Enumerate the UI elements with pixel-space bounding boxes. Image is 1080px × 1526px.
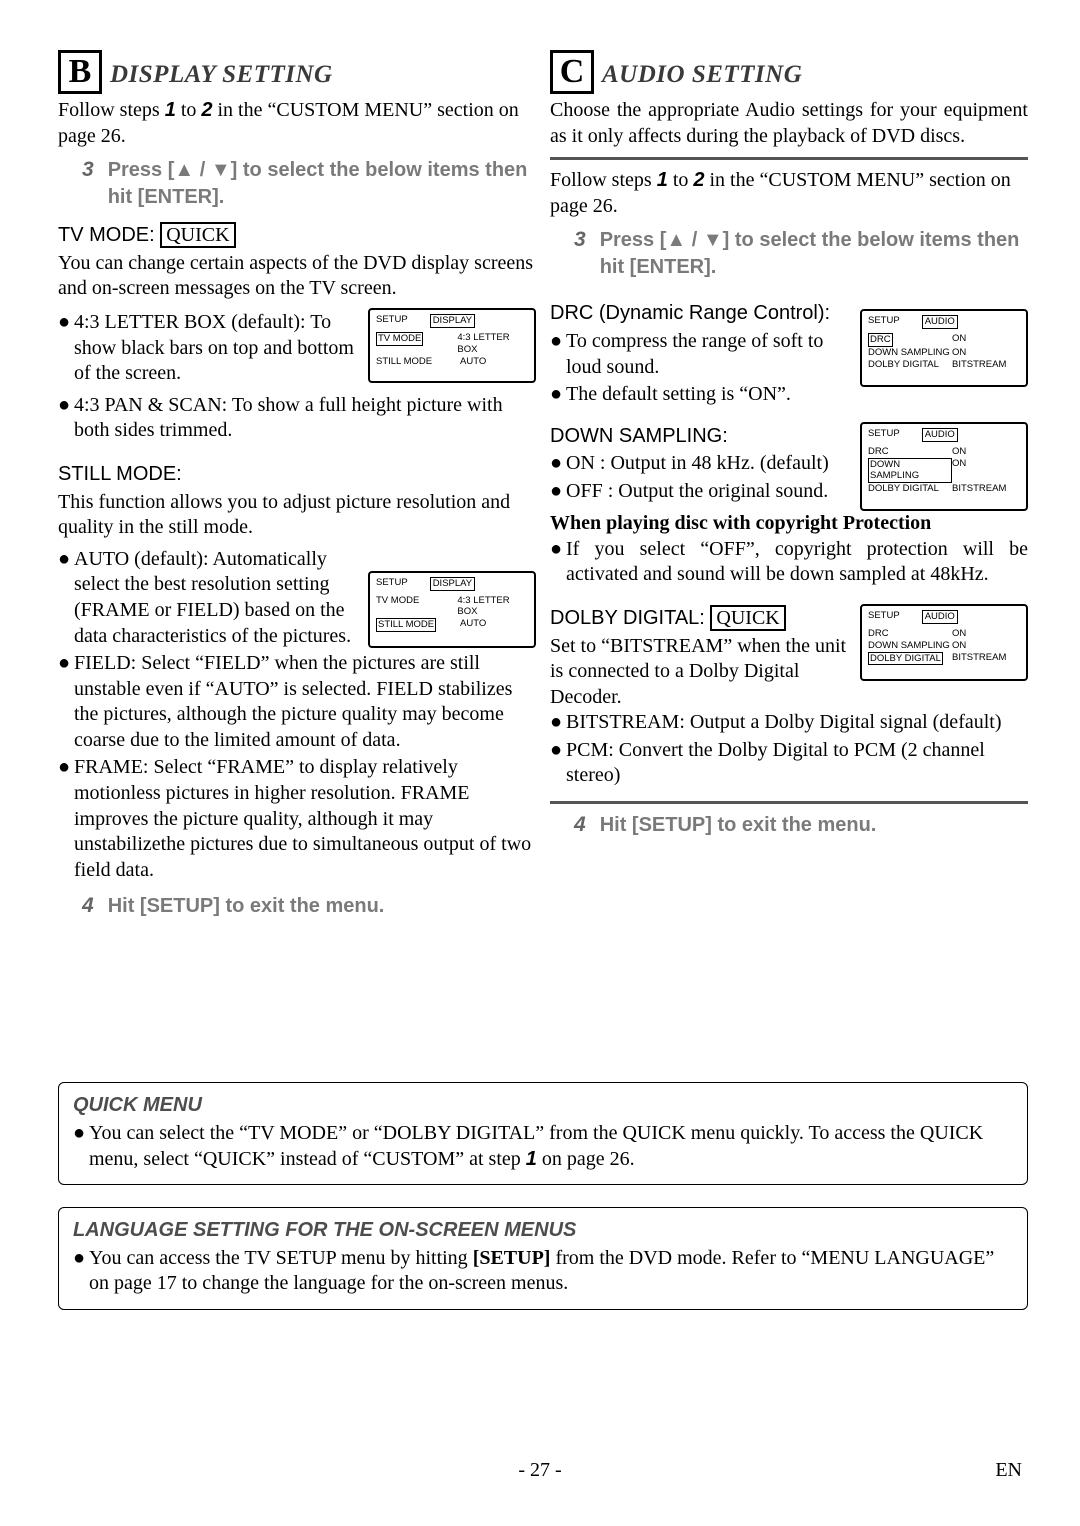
bullet-icon: ●	[73, 1121, 85, 1172]
quick-badge: QUICK	[710, 605, 785, 631]
stillmode-heading: STILL MODE:	[58, 462, 536, 488]
divider	[550, 801, 1028, 804]
ds-heading: DOWN SAMPLING:	[550, 424, 852, 450]
bullet-icon: ●	[58, 755, 70, 883]
bullet-icon: ●	[58, 651, 70, 753]
down-icon	[211, 159, 231, 181]
section-c-intro: Choose the appropriate Audio settings fo…	[550, 98, 1028, 149]
right-column: C AUDIO SETTING Choose the appropriate A…	[550, 50, 1028, 932]
language-box: LANGUAGE SETTING FOR THE ON-SCREEN MENUS…	[58, 1207, 1028, 1310]
page-lang: EN	[995, 1458, 1022, 1484]
list-item: ●AUTO (default): Automatically select th…	[58, 547, 360, 649]
bullet-icon: ●	[58, 310, 70, 387]
step-num-4: 4	[82, 893, 94, 920]
osd-audio-2: SETUPAUDIO DRCON DOWN SAMPLINGON DOLBY D…	[860, 422, 1028, 511]
list-item: ●4:3 PAN & SCAN: To show a full height p…	[58, 393, 536, 444]
list-item: ●FRAME: Select “FRAME” to display relati…	[58, 755, 536, 883]
list-item: ●FIELD: Select “FIELD” when the pictures…	[58, 651, 536, 753]
tvmode-bullets: ●4:3 LETTER BOX (default): To show black…	[58, 310, 360, 387]
step-4-text: Hit [SETUP] to exit the menu.	[600, 812, 877, 839]
bullet-icon: ●	[73, 1246, 85, 1297]
tvmode-desc: You can change certain aspects of the DV…	[58, 251, 536, 302]
section-c-header: C AUDIO SETTING	[550, 50, 1028, 94]
page-number: - 27 -	[0, 1458, 1080, 1484]
quick-badge: QUICK	[160, 222, 235, 248]
step-4-text: Hit [SETUP] to exit the menu.	[108, 893, 385, 920]
copyright-heading: When playing disc with copyright Protect…	[550, 511, 1028, 537]
osd-display-2: SETUPDISPLAY TV MODE4:3 LETTER BOX STILL…	[368, 571, 536, 649]
divider	[550, 157, 1028, 160]
step-num-3: 3	[82, 157, 94, 211]
stillmode-desc: This function allows you to adjust pictu…	[58, 490, 536, 541]
list-item: ●If you select “OFF”, copyright protecti…	[550, 537, 1028, 588]
osd-display-1: SETUPDISPLAY TV MODE4:3 LETTER BOX STILL…	[368, 308, 536, 384]
bullet-icon: ●	[58, 393, 70, 444]
list-item: ●PCM: Convert the Dolby Digital to PCM (…	[550, 738, 1028, 789]
left-column: B DISPLAY SETTING Follow steps 1 to 2 in…	[58, 50, 536, 932]
language-box-title: LANGUAGE SETTING FOR THE ON-SCREEN MENUS	[73, 1218, 1013, 1244]
dolby-heading: DOLBY DIGITAL: QUICK	[550, 606, 852, 632]
section-b-header: B DISPLAY SETTING	[58, 50, 536, 94]
step-4: 4 Hit [SETUP] to exit the menu.	[82, 893, 536, 920]
section-letter-c: C	[550, 50, 594, 94]
bullet-icon: ●	[550, 451, 562, 477]
step-3-text: Press [ / ] to select the below items th…	[600, 227, 1028, 281]
step-num-3: 3	[574, 227, 586, 281]
step-3: 3 Press [ / ] to select the below items …	[82, 157, 536, 211]
bullet-icon: ●	[550, 710, 562, 736]
list-item: ●4:3 LETTER BOX (default): To show black…	[58, 310, 360, 387]
bullet-icon: ●	[550, 479, 562, 505]
section-letter-b: B	[58, 50, 102, 94]
list-item: ● You can select the “TV MODE” or “DOLBY…	[73, 1121, 1013, 1172]
list-item: ● You can access the TV SETUP menu by hi…	[73, 1246, 1013, 1297]
bullet-icon: ●	[550, 537, 562, 588]
osd-audio-1: SETUPAUDIO DRCON DOWN SAMPLINGON DOLBY D…	[860, 309, 1028, 387]
dolby-desc: Set to “BITSTREAM” when the unit is conn…	[550, 634, 852, 711]
step-3-r: 3 Press [ / ] to select the below items …	[574, 227, 1028, 281]
section-c-follow: Follow steps 1 to 2 in the “CUSTOM MENU”…	[550, 168, 1028, 219]
step-3-text: Press [ / ] to select the below items th…	[108, 157, 536, 211]
list-item: ●To compress the range of soft to loud s…	[550, 329, 852, 380]
bullet-icon: ●	[58, 547, 70, 649]
bullet-icon: ●	[550, 382, 562, 408]
step-4-r: 4 Hit [SETUP] to exit the menu.	[574, 812, 1028, 839]
step-num-4: 4	[574, 812, 586, 839]
down-icon	[703, 229, 723, 251]
bullet-icon: ●	[550, 329, 562, 380]
section-c-title: AUDIO SETTING	[602, 59, 802, 91]
quick-menu-title: QUICK MENU	[73, 1093, 1013, 1119]
section-b-title: DISPLAY SETTING	[110, 59, 333, 91]
bullet-icon: ●	[550, 738, 562, 789]
drc-heading: DRC (Dynamic Range Control):	[550, 301, 852, 327]
list-item: ●BITSTREAM: Output a Dolby Digital signa…	[550, 710, 1028, 736]
list-item: ●OFF : Output the original sound.	[550, 479, 852, 505]
list-item: ●ON : Output in 48 kHz. (default)	[550, 451, 852, 477]
section-b-intro: Follow steps 1 to 2 in the “CUSTOM MENU”…	[58, 98, 536, 149]
list-item: ●The default setting is “ON”.	[550, 382, 852, 408]
osd-audio-3: SETUPAUDIO DRCON DOWN SAMPLINGON DOLBY D…	[860, 604, 1028, 682]
up-icon	[174, 159, 194, 181]
quick-menu-box: QUICK MENU ● You can select the “TV MODE…	[58, 1082, 1028, 1185]
tvmode-heading: TV MODE: QUICK	[58, 223, 536, 249]
up-icon	[666, 229, 686, 251]
